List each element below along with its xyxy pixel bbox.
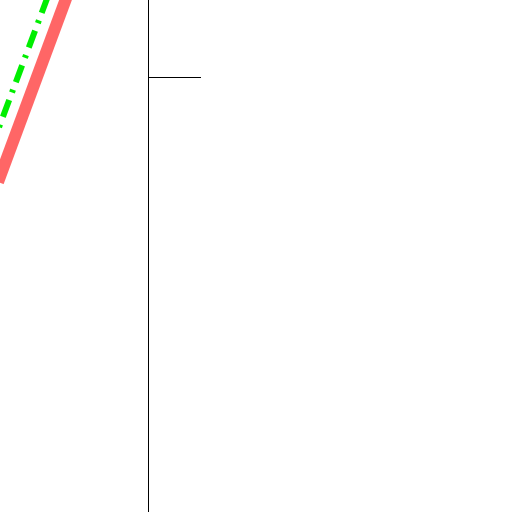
green-dashdot-line (0, 0, 50, 132)
red-line (0, 0, 72, 185)
